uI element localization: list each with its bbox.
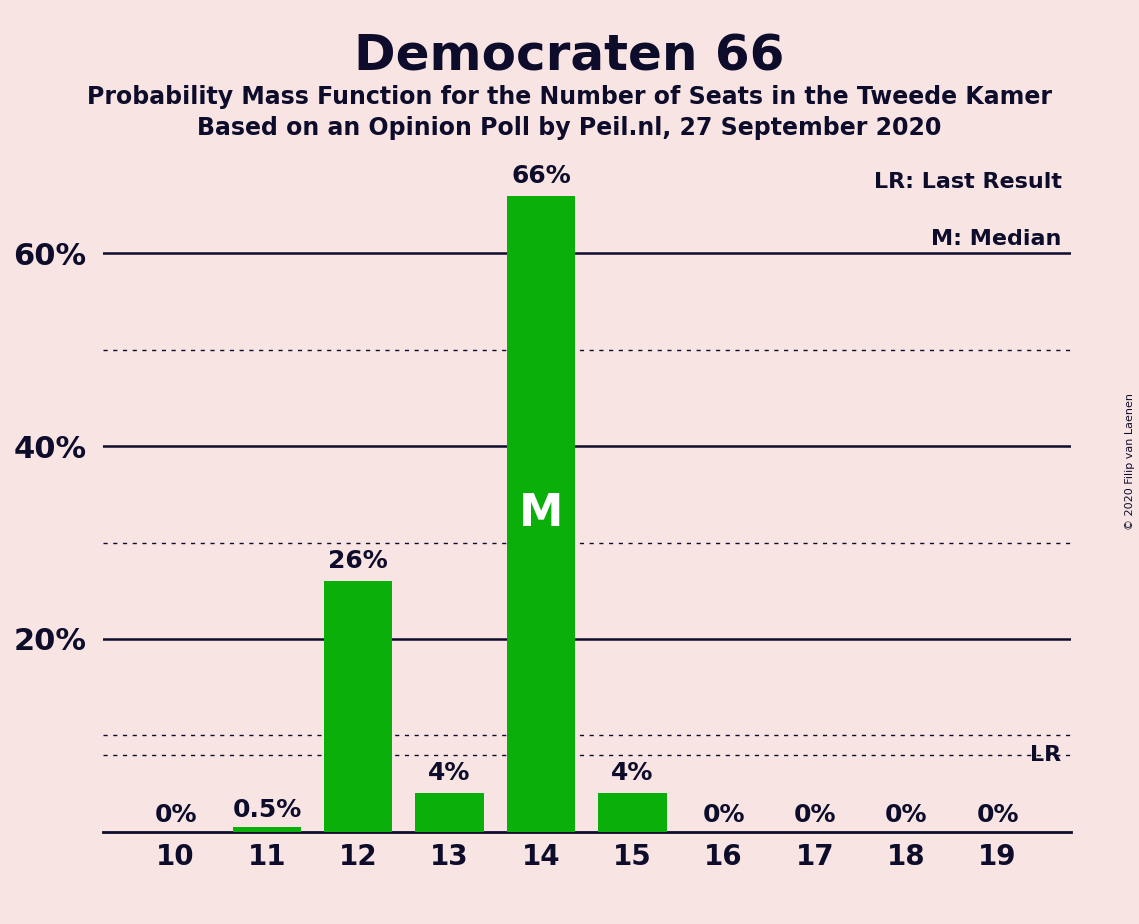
- Text: 0%: 0%: [703, 803, 745, 827]
- Text: 0.5%: 0.5%: [232, 798, 302, 822]
- Text: Based on an Opinion Poll by Peil.nl, 27 September 2020: Based on an Opinion Poll by Peil.nl, 27 …: [197, 116, 942, 140]
- Text: 26%: 26%: [328, 550, 388, 574]
- Text: 0%: 0%: [976, 803, 1019, 827]
- Text: M: M: [518, 492, 563, 535]
- Text: Democraten 66: Democraten 66: [354, 32, 785, 80]
- Text: © 2020 Filip van Laenen: © 2020 Filip van Laenen: [1125, 394, 1134, 530]
- Text: M: Median: M: Median: [932, 229, 1062, 249]
- Text: 4%: 4%: [611, 761, 654, 785]
- Text: 0%: 0%: [154, 803, 197, 827]
- Text: 0%: 0%: [885, 803, 927, 827]
- Text: LR: LR: [1030, 745, 1060, 764]
- Bar: [598, 793, 666, 832]
- Bar: [416, 793, 484, 832]
- Text: 4%: 4%: [428, 761, 470, 785]
- Text: LR: Last Result: LR: Last Result: [874, 172, 1062, 191]
- Text: Probability Mass Function for the Number of Seats in the Tweede Kamer: Probability Mass Function for the Number…: [87, 85, 1052, 109]
- Text: 0%: 0%: [794, 803, 836, 827]
- Bar: [323, 581, 393, 832]
- Bar: [507, 196, 575, 832]
- Bar: [232, 827, 301, 832]
- Text: 66%: 66%: [511, 164, 571, 188]
